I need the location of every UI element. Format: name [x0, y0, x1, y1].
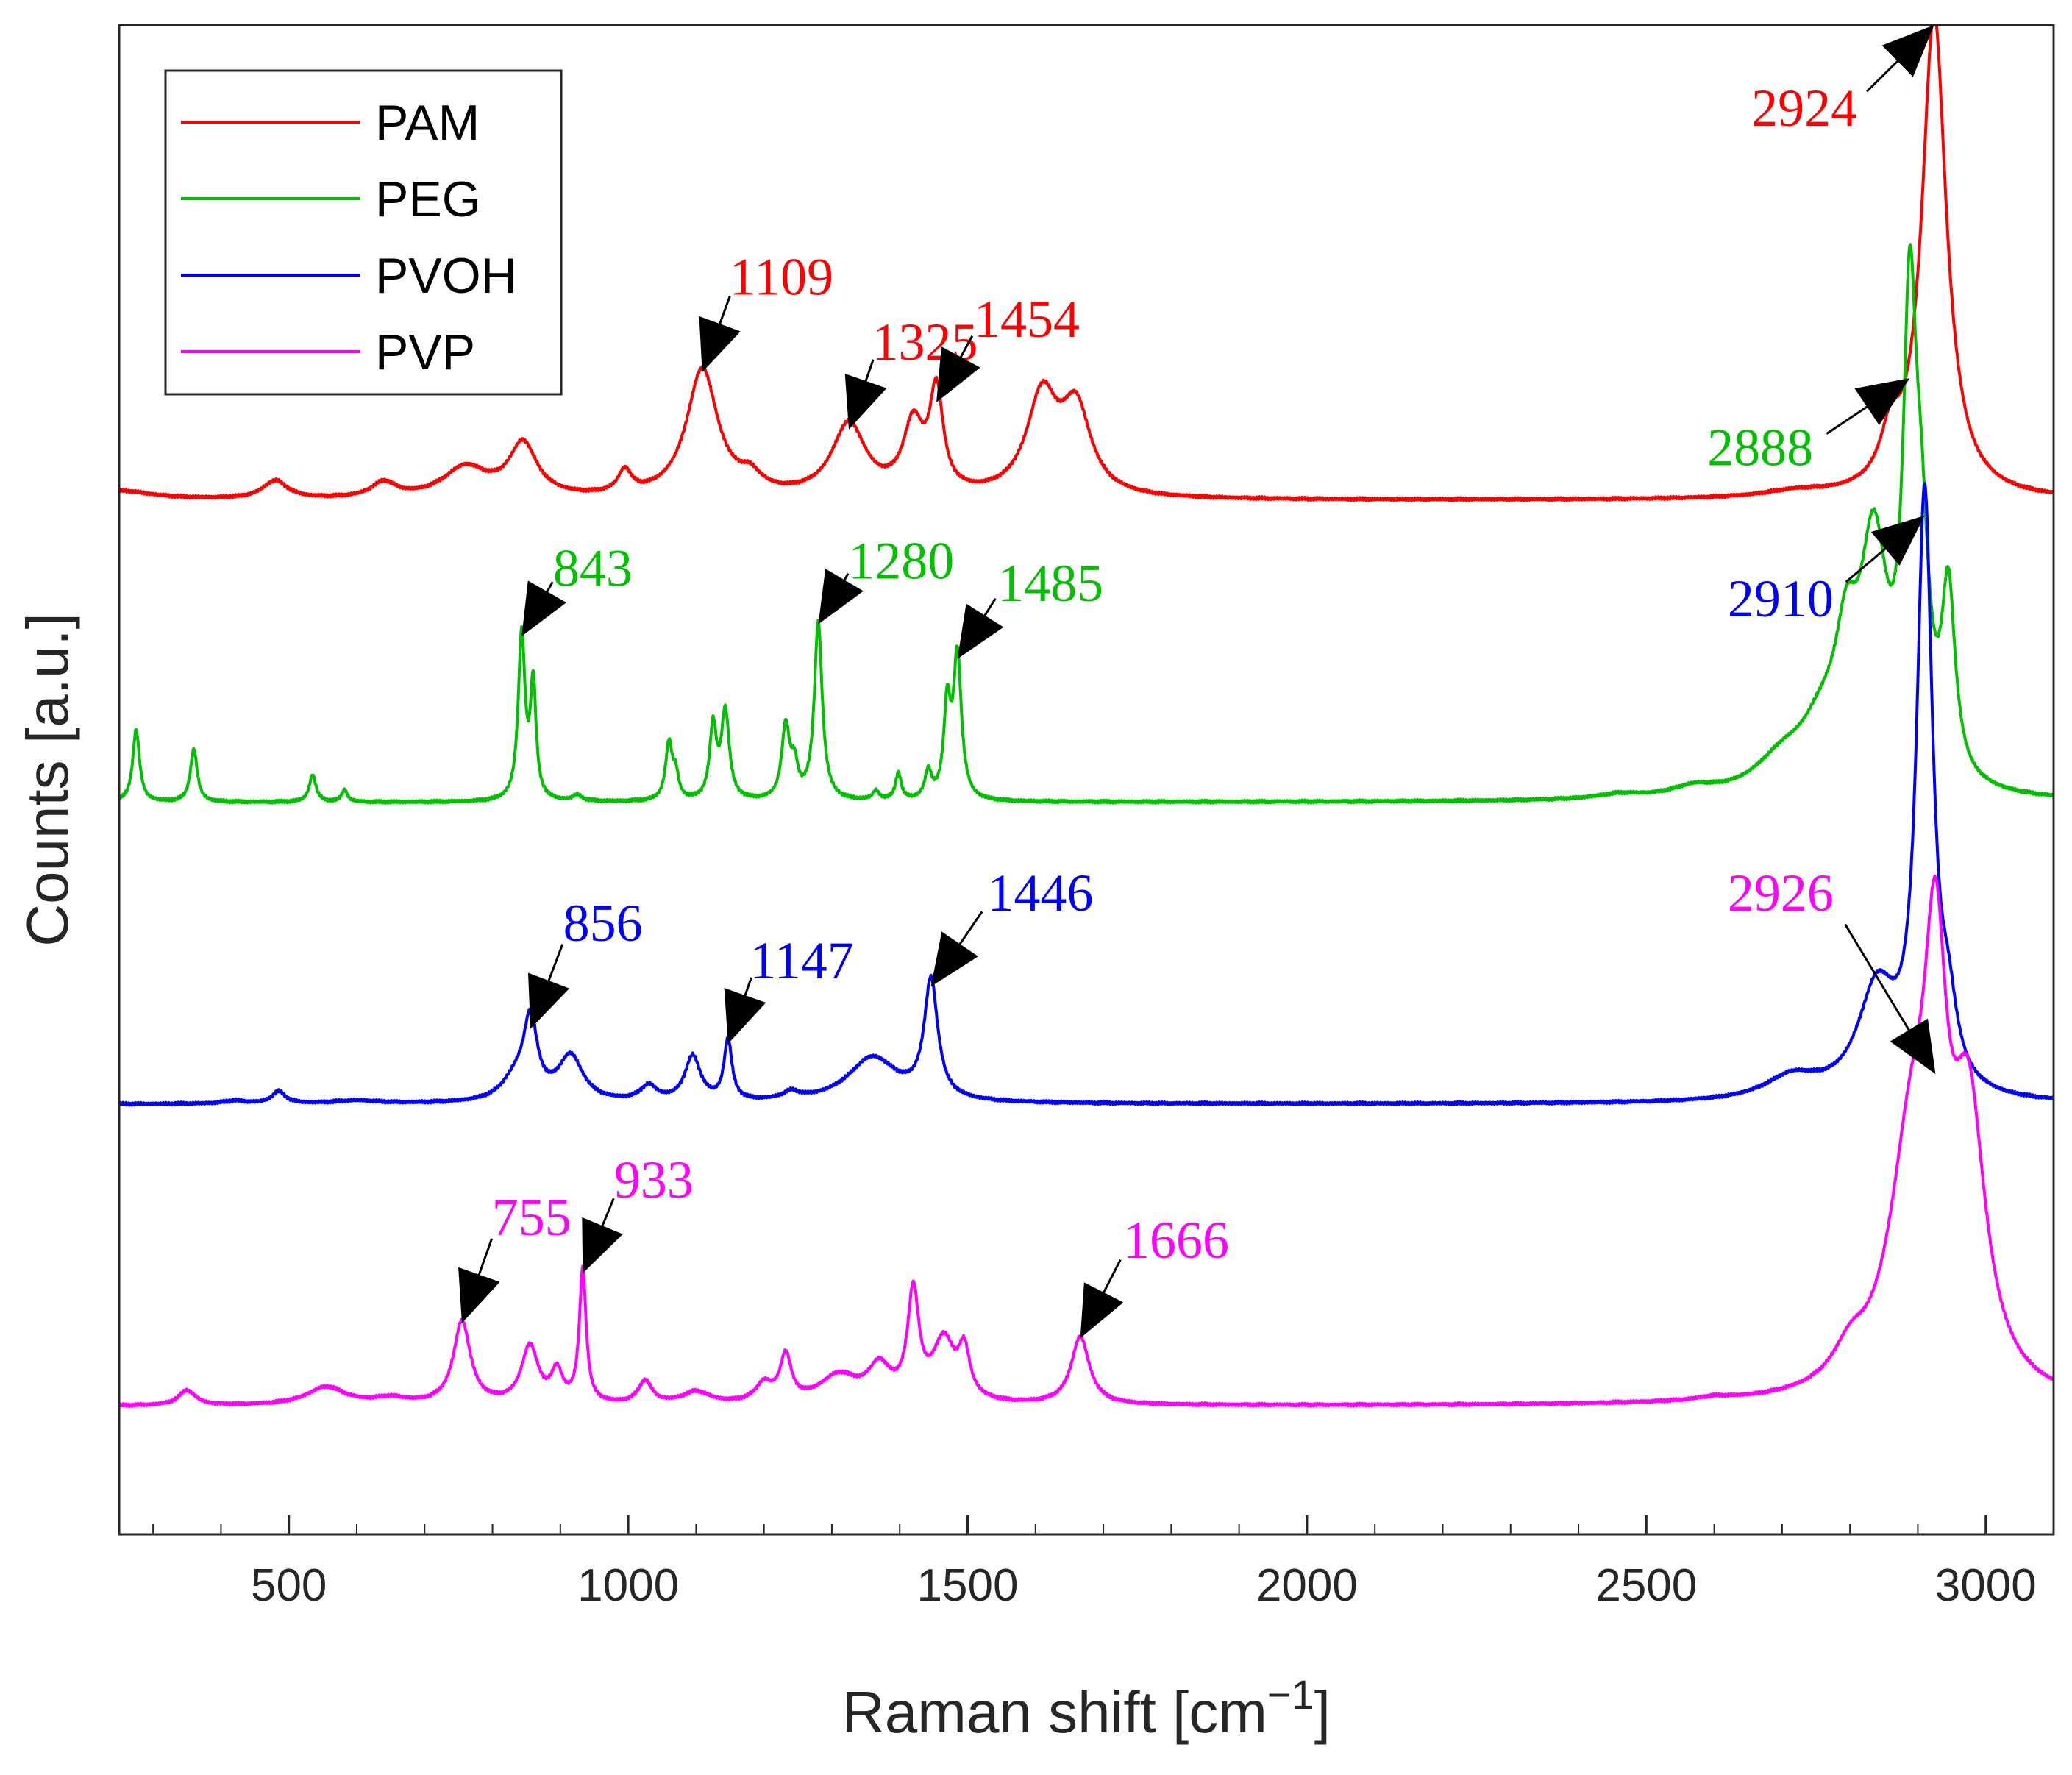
- annotation-arrow-shaft: [955, 911, 983, 951]
- peak-label-1454: 1454: [974, 290, 1080, 349]
- annotation-arrow-shaft: [1844, 923, 1914, 1037]
- annotation-arrow-shaft: [1865, 55, 1904, 93]
- peak-label-1280: 1280: [848, 531, 954, 590]
- annotation-arrow-shaft: [1845, 543, 1892, 583]
- x-tick-label: 1500: [917, 1560, 1019, 1611]
- legend-label-pam: PAM: [375, 95, 480, 151]
- annotation-arrow-head: [1080, 1282, 1124, 1339]
- x-axis-title: Raman shift [cm−1]: [842, 1671, 1331, 1745]
- x-tick-label: 3000: [1935, 1560, 2037, 1611]
- x-axis-title-close: ]: [1314, 1679, 1331, 1745]
- legend: PAM PEG PVOH PVP: [164, 69, 563, 396]
- peak-label-843: 843: [553, 539, 633, 598]
- x-tick-label: 1000: [577, 1560, 679, 1611]
- annotation-arrow-head: [844, 373, 887, 430]
- annotation-arrow-head: [1870, 515, 1925, 566]
- peak-label-1109: 1109: [730, 248, 833, 307]
- annotation-arrow-head: [724, 988, 766, 1045]
- x-axis: 500 1000 1500 2000 2500 3000: [152, 1515, 2054, 1611]
- peak-label-856: 856: [563, 894, 643, 953]
- x-tick-label: 2500: [1595, 1560, 1697, 1611]
- peak-label-755: 755: [492, 1188, 572, 1247]
- peak-label-1147: 1147: [750, 931, 853, 990]
- series-line-pvoh: [119, 482, 2054, 1107]
- peak-label-1485: 1485: [997, 554, 1103, 613]
- plot-frame: [118, 24, 2055, 1536]
- peak-label-1446: 1446: [987, 864, 1093, 922]
- x-axis-title-sup: −1: [1267, 1671, 1314, 1718]
- annotation-arrow-shaft: [545, 944, 564, 989]
- annotation-arrow-head: [818, 569, 864, 625]
- peak-label-2924: 2924: [1751, 79, 1857, 138]
- x-tick-label: 500: [251, 1560, 327, 1611]
- legend-label-pvoh: PVOH: [375, 248, 517, 304]
- annotation-arrow-shaft: [1826, 402, 1874, 435]
- peak-label-2910: 2910: [1728, 569, 1834, 628]
- annotation-arrow-head: [582, 1217, 623, 1274]
- annotation-arrow-head: [527, 972, 570, 1029]
- series-line-peg: [119, 243, 2054, 805]
- series-line-pvp: [119, 874, 2054, 1409]
- legend-label-peg: PEG: [375, 171, 481, 227]
- annotation-arrow-head: [699, 316, 741, 372]
- peak-label-933: 933: [614, 1150, 694, 1209]
- series-line-pam: [119, 25, 2054, 502]
- annotation-arrow-head: [521, 580, 566, 637]
- series-layer: [119, 25, 2054, 1409]
- annotation-arrow-head: [930, 931, 978, 987]
- peak-label-2926: 2926: [1728, 864, 1834, 922]
- y-axis-title: Counts [a.u.]: [15, 613, 80, 947]
- peak-label-2888: 2888: [1707, 419, 1813, 477]
- annotation-arrow-head: [1854, 378, 1910, 426]
- annotation-arrow-head: [957, 603, 1004, 659]
- annotation-arrow-head: [458, 1267, 500, 1323]
- legend-box: [164, 69, 563, 396]
- annotation-arrow-head: [1881, 25, 1934, 77]
- x-tick-label: 2000: [1256, 1560, 1358, 1611]
- annotation-arrow-head: [936, 346, 980, 402]
- annotation-arrow-shaft: [475, 1238, 494, 1282]
- annotation-arrow-head: [1890, 1018, 1936, 1075]
- peak-label-1666: 1666: [1123, 1211, 1229, 1270]
- legend-label-pvp: PVP: [375, 324, 475, 380]
- x-axis-title-main: Raman shift [cm: [842, 1679, 1267, 1745]
